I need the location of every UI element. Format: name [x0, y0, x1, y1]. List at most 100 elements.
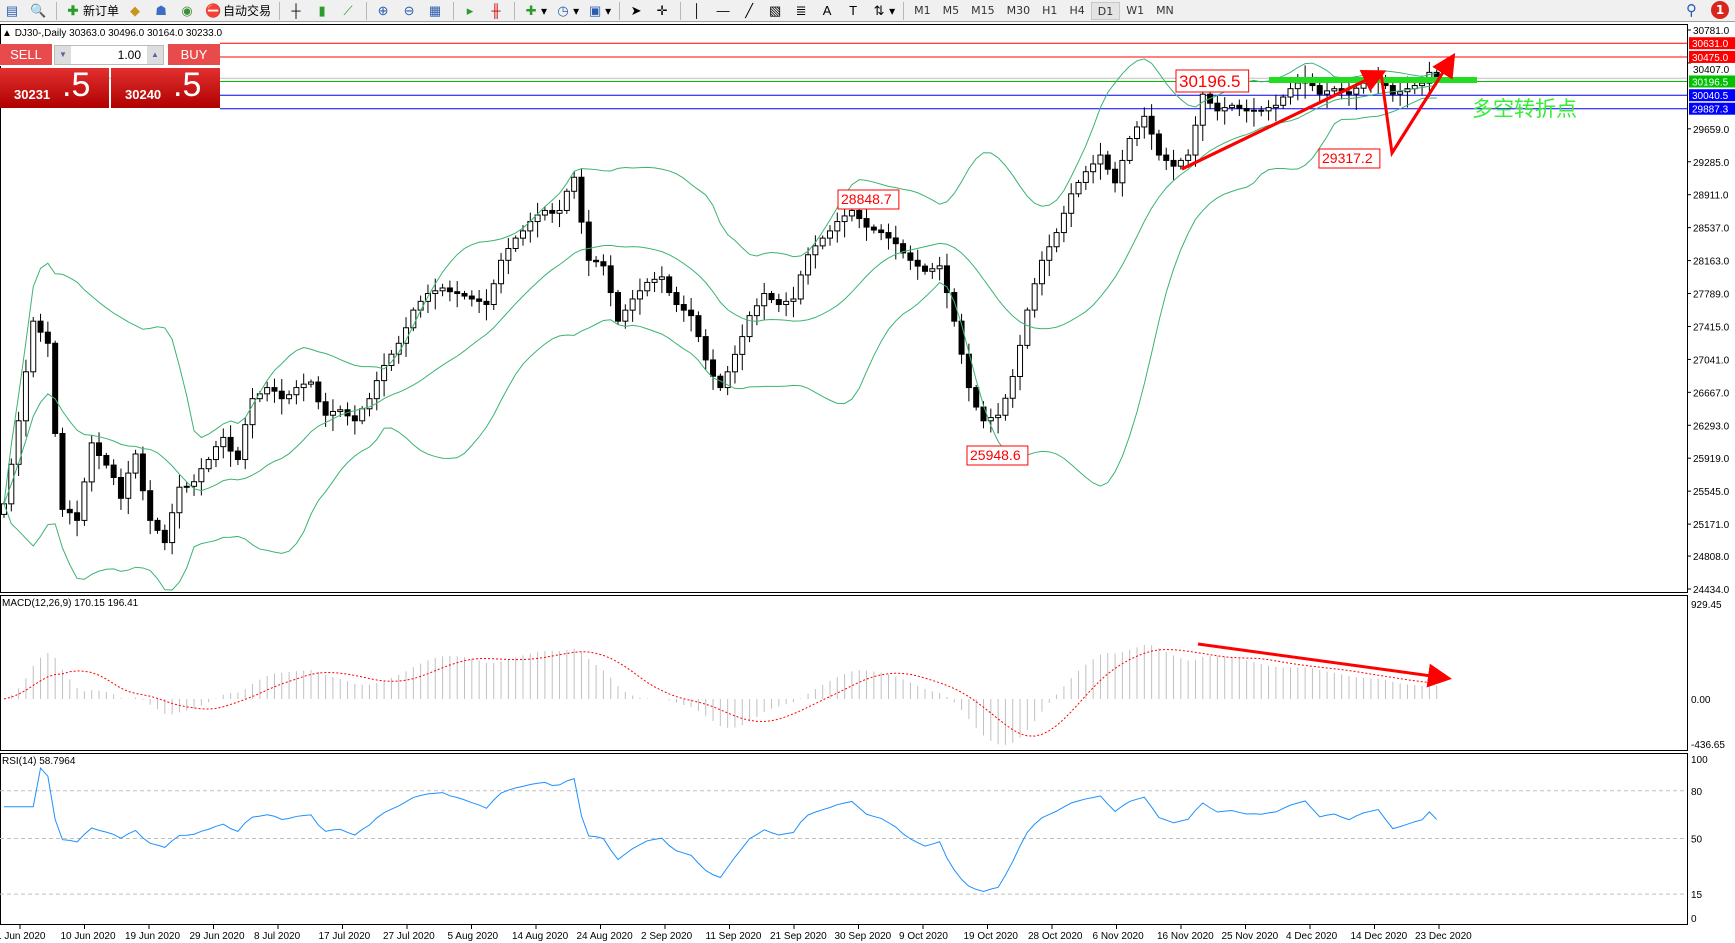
metaeditor-button[interactable]: ◆	[123, 1, 149, 21]
collapse-triangle-icon[interactable]: ▲	[2, 28, 12, 39]
candle-bull	[308, 381, 315, 385]
timeframe-w1[interactable]: W1	[1126, 3, 1145, 17]
price-label: 29887.3	[1692, 105, 1729, 116]
candle-bear	[44, 331, 51, 344]
timeframe-m15[interactable]: M15	[971, 3, 995, 17]
candle-bear	[710, 359, 717, 377]
price-tick-label: 26667.0	[1693, 388, 1730, 399]
bollinger-upper	[3, 58, 1437, 504]
text-icon: A	[822, 2, 832, 18]
candle-bear	[110, 464, 117, 478]
candle-bull	[834, 221, 841, 232]
candle-chart-button[interactable]: ▮	[310, 1, 336, 21]
templates-button[interactable]: ▣ ▾	[588, 2, 612, 18]
candle-bear	[37, 320, 44, 333]
trendline-button[interactable]: ╱	[737, 1, 763, 21]
price-tick-label: 24434.0	[1693, 585, 1730, 596]
candle-bear	[680, 304, 687, 311]
candle-bear	[914, 259, 921, 267]
candle-bull	[439, 287, 446, 292]
horizontal-line-icon: —	[716, 2, 730, 18]
candle-bull	[1280, 96, 1287, 106]
add-indicator-icon: ✚	[525, 2, 537, 18]
new-chart-button[interactable]: ▤	[0, 1, 26, 21]
macd-axis-label: 929.45	[1691, 600, 1722, 611]
candle-bear	[461, 293, 468, 297]
text-label-button[interactable]: T	[841, 1, 867, 21]
auto-trading-icon: ⛔	[205, 2, 222, 18]
candle-bear	[900, 243, 907, 254]
date-label: 11 Sep 2020	[706, 931, 762, 942]
price-label: 30196.5	[1692, 77, 1729, 88]
candle-bull	[571, 176, 578, 192]
candle-bull	[88, 442, 95, 483]
timeframe-d1[interactable]: D1	[1090, 1, 1121, 20]
timeframe-h1[interactable]: H1	[1042, 3, 1058, 17]
candle-bear	[476, 298, 483, 302]
rsi-line	[4, 766, 1438, 892]
buy-button[interactable]: BUY	[168, 44, 220, 66]
auto-trading-button[interactable]: ⛔ 自动交易	[201, 1, 275, 21]
candle-bear	[1112, 168, 1119, 184]
timeframe-mn[interactable]: MN	[1156, 3, 1174, 17]
history-button[interactable]: ☗	[149, 1, 175, 21]
zoom-out-button[interactable]: ⊖	[397, 1, 423, 21]
lot-size-input[interactable]: ▼ 1.00 ▲	[54, 45, 164, 65]
notification-badge[interactable]: 1	[1711, 1, 1729, 19]
sell-button[interactable]: SELL	[0, 44, 52, 66]
candle-bull	[1265, 107, 1272, 112]
timeframe-h4[interactable]: H4	[1069, 3, 1085, 17]
candle-bull	[198, 468, 205, 483]
buy-price[interactable]: 30240 .5	[111, 66, 220, 108]
candle-bull	[1038, 259, 1045, 285]
candle-bear	[1236, 104, 1243, 109]
lot-increase-icon[interactable]: ▲	[147, 46, 163, 64]
text-button[interactable]: A	[815, 1, 841, 21]
line-chart-button[interactable]: ⟋	[336, 1, 362, 21]
zoom-profile-button[interactable]: 🔍	[26, 1, 52, 21]
candle-bull	[1353, 87, 1360, 95]
search-icon[interactable]: ⚲	[1686, 1, 1697, 19]
date-label: 9 Oct 2020	[899, 931, 948, 942]
timeframe-m5[interactable]: M5	[942, 3, 960, 17]
sell-price-main: 30231	[14, 87, 51, 102]
tile-windows-button[interactable]: ▦	[423, 1, 449, 21]
lot-value[interactable]: 1.00	[117, 48, 141, 62]
chart-shift-button[interactable]: ╫	[484, 1, 510, 21]
candle-bear	[892, 237, 899, 245]
autoscroll-button[interactable]: ▸	[458, 1, 484, 21]
channel-button[interactable]: ▧	[763, 1, 789, 21]
timeframe-m30[interactable]: M30	[1006, 3, 1031, 17]
fibo-button[interactable]: ≣	[789, 1, 815, 21]
candle-bear	[1214, 102, 1221, 112]
new-order-button[interactable]: ✚ 新订单	[61, 1, 123, 21]
rsi-axis-label: 0	[1691, 914, 1697, 925]
candle-bull	[293, 387, 300, 396]
tile-icon: ▦	[428, 2, 442, 18]
indicators-button[interactable]: ✚ ▾	[519, 1, 551, 21]
date-label: 24 Aug 2020	[577, 931, 634, 942]
candle-bull	[1053, 232, 1060, 248]
price-label-bg	[1689, 50, 1735, 63]
crosshair-button[interactable]: ✛	[650, 1, 676, 21]
candle-bear	[103, 454, 110, 466]
candle-bull	[1126, 138, 1133, 161]
candle-bull	[22, 371, 29, 422]
candle-bull	[731, 353, 738, 373]
zoom-in-button[interactable]: ⊕	[371, 1, 397, 21]
candle-bull	[1397, 91, 1404, 95]
candle-bull	[563, 190, 570, 211]
cursor-button[interactable]: ➤	[624, 1, 650, 21]
sell-price[interactable]: 30231 .5	[0, 66, 109, 108]
timeframe-m1[interactable]: M1	[914, 3, 931, 17]
periods-button[interactable]: ◷ ▾	[551, 1, 583, 21]
bar-chart-button[interactable]: ┼	[284, 1, 310, 21]
arrows-button[interactable]: ⇅ ▾	[867, 1, 899, 21]
horizontal-line-button[interactable]: —	[711, 1, 737, 21]
candle-bear	[768, 293, 775, 301]
signals-button[interactable]: ◉	[175, 1, 201, 21]
arrow-head-2	[1390, 52, 1456, 154]
vertical-line-button[interactable]: │	[685, 1, 711, 21]
lot-decrease-icon[interactable]: ▼	[55, 46, 71, 64]
